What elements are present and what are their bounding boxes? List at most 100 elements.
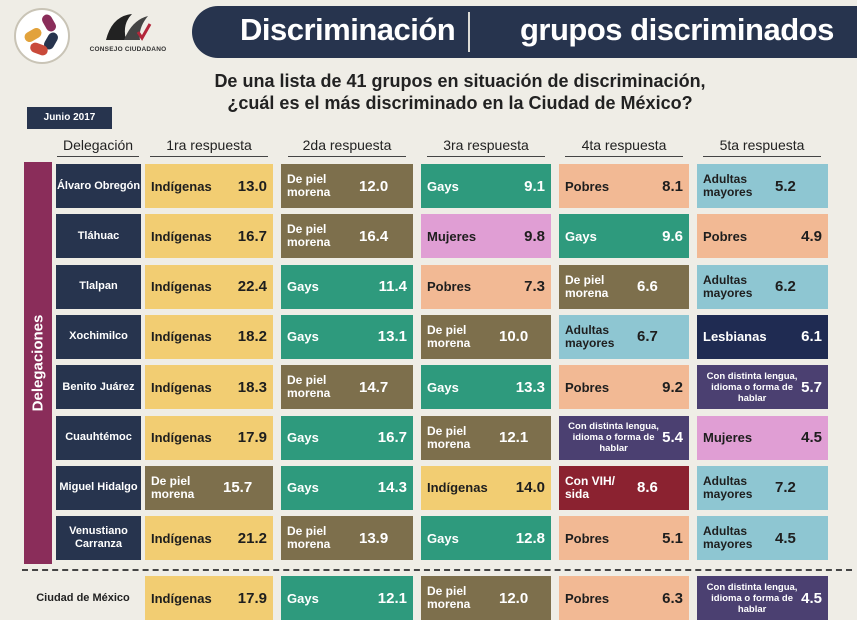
group-label: Gays xyxy=(287,279,319,295)
group-label: Gays xyxy=(287,480,319,496)
header-banner: Discriminación grupos discriminados xyxy=(192,6,857,58)
answer-cell: Pobres 7.3 xyxy=(421,264,551,309)
value-label: 9.2 xyxy=(662,378,683,396)
answer-cell: Indígenas 18.2 xyxy=(145,314,273,359)
group-label: Indígenas xyxy=(151,228,212,244)
answer-cell: Gays 16.7 xyxy=(281,415,413,460)
value-label: 10.0 xyxy=(499,328,529,346)
value-label: 12.1 xyxy=(499,429,529,446)
value-label: 5.2 xyxy=(775,177,796,195)
value-label: 21.2 xyxy=(237,529,267,547)
logo-consejo: CONSEJO CIUDADANO xyxy=(88,8,168,58)
answer-cell: De piel morena 6.6 xyxy=(559,264,689,309)
answer-cell: De piel morena 15.7 xyxy=(145,465,273,510)
date-badge: Junio 2017 xyxy=(27,107,112,129)
group-label: Indígenas xyxy=(151,590,212,606)
answer-cell: Gays 12.1 xyxy=(281,576,413,620)
question-line-1: De una lista de 41 grupos en situación d… xyxy=(214,71,706,91)
answer-cell: Indígenas 14.0 xyxy=(421,465,551,510)
value-label: 7.3 xyxy=(524,278,545,296)
answer-cell: Gays 9.1 xyxy=(421,164,551,208)
group-label: Adultas mayores xyxy=(703,172,753,199)
value-label: 6.7 xyxy=(637,328,658,346)
group-label: Pobres xyxy=(565,379,610,395)
answer-cell: Indígenas 18.3 xyxy=(145,365,273,410)
column-header-1: 1ra respuesta xyxy=(166,137,252,153)
group-label: De piel morena xyxy=(287,222,331,250)
value-label: 13.0 xyxy=(237,177,267,195)
value-label: 6.1 xyxy=(801,328,822,346)
group-label: Gays xyxy=(565,228,597,244)
sidebar-delegaciones: Delegaciones xyxy=(24,162,52,564)
column-header-5: 5ta respuesta xyxy=(719,137,805,153)
group-label: Con VIH/ sida xyxy=(565,473,615,501)
value-label: 16.4 xyxy=(359,227,389,245)
value-label: 16.7 xyxy=(237,227,267,245)
answer-cell: Gays 9.6 xyxy=(559,214,689,259)
group-label: Con distinta lengua, idioma o forma de h… xyxy=(706,370,798,404)
sidebar-label: Delegaciones xyxy=(29,314,47,412)
value-label: 4.5 xyxy=(801,589,822,607)
answer-cell: Indígenas 13.0 xyxy=(145,164,273,208)
answer-cell: Gays 12.8 xyxy=(421,516,551,561)
value-label: 15.7 xyxy=(223,479,253,497)
column-header-4: 4ta respuesta xyxy=(581,137,667,153)
delegacion-label: Xochimilco xyxy=(56,314,141,359)
answer-cell: Indígenas 21.2 xyxy=(145,516,273,561)
group-label: Pobres xyxy=(565,590,610,606)
delegacion-label: Cuauhtémoc xyxy=(56,415,141,460)
logo-caption: CONSEJO CIUDADANO xyxy=(89,46,167,53)
logo-emblem xyxy=(14,8,70,64)
answer-cell: Pobres 8.1 xyxy=(559,164,689,208)
group-label: Indígenas xyxy=(151,379,212,395)
value-label: 18.2 xyxy=(237,328,267,346)
answer-cell: Mujeres 4.5 xyxy=(697,415,828,460)
answer-cell: Con distinta lengua, idioma o forma de h… xyxy=(697,365,828,410)
column-header-underline xyxy=(427,156,545,157)
answer-cell: Con VIH/ sida 8.6 xyxy=(559,465,689,510)
group-label: Mujeres xyxy=(703,430,753,445)
value-label: 5.4 xyxy=(662,429,683,446)
value-label: 6.3 xyxy=(662,589,683,607)
answer-cell: Con distinta lengua, idioma o forma de h… xyxy=(697,576,828,620)
group-label: Con distinta lengua, idioma o forma de h… xyxy=(568,421,659,454)
title-left: Discriminación xyxy=(240,12,456,47)
value-label: 5.1 xyxy=(662,529,683,547)
answer-cell: De piel morena 14.7 xyxy=(281,365,413,410)
column-header-2: 2da respuesta xyxy=(302,137,392,153)
answer-cell: De piel morena 10.0 xyxy=(421,314,551,359)
value-label: 9.6 xyxy=(662,227,683,245)
group-label: De piel morena xyxy=(565,272,609,300)
answer-cell: Pobres 9.2 xyxy=(559,365,689,410)
delegacion-label: Venustiano Carranza xyxy=(56,516,141,561)
value-label: 9.8 xyxy=(524,227,545,245)
answer-cell: De piel morena 13.9 xyxy=(281,516,413,561)
group-label: Adultas mayores xyxy=(703,524,753,552)
group-label: Gays xyxy=(287,590,319,606)
group-label: De piel morena xyxy=(427,584,471,611)
column-header-0: Delegación xyxy=(62,137,134,153)
value-label: 12.0 xyxy=(499,589,529,607)
group-label: Pobres xyxy=(565,178,610,194)
answer-cell: Gays 14.3 xyxy=(281,465,413,510)
answer-cell: De piel morena 16.4 xyxy=(281,214,413,259)
value-label: 13.9 xyxy=(359,529,389,547)
group-label: Gays xyxy=(427,530,459,546)
group-label: Indígenas xyxy=(151,530,212,546)
value-label: 12.8 xyxy=(515,529,545,547)
value-label: 13.3 xyxy=(515,378,545,396)
header-divider xyxy=(468,12,470,52)
answer-cell: Gays 11.4 xyxy=(281,264,413,309)
value-label: 8.1 xyxy=(662,177,683,195)
answer-cell: Adultas mayores 7.2 xyxy=(697,465,828,510)
answer-cell: Indígenas 17.9 xyxy=(145,415,273,460)
divider-dashed xyxy=(22,569,852,571)
group-label: Gays xyxy=(427,379,459,395)
answer-cell: Lesbianas 6.1 xyxy=(697,314,828,359)
group-label: Indígenas xyxy=(151,430,212,445)
answer-cell: Adultas mayores 5.2 xyxy=(697,164,828,208)
value-label: 4.9 xyxy=(801,227,822,245)
answer-cell: De piel morena 12.0 xyxy=(281,164,413,208)
value-label: 13.1 xyxy=(377,328,407,346)
group-label: Pobres xyxy=(565,530,610,546)
